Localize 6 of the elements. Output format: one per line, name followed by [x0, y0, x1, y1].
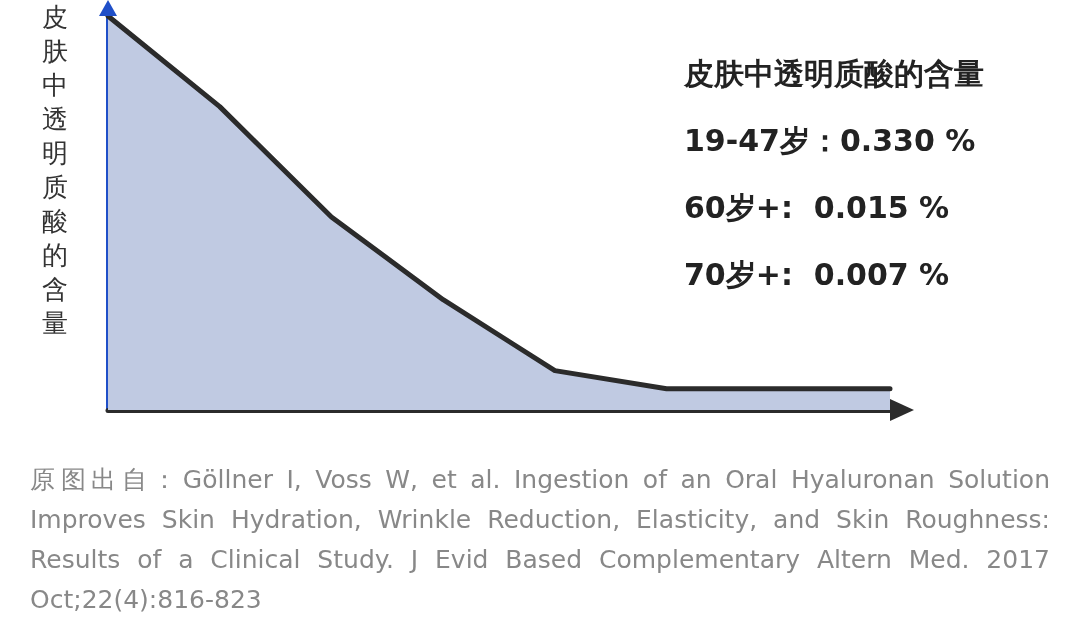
- annotation: 60岁+: 0.015 %: [684, 189, 951, 227]
- y-axis-title: 皮肤中透明质酸的含量: [684, 55, 984, 93]
- text: 原图出自：Göllner I, Voss W, et al. Ingestion of an Oral Hyaluronan Solution Improves Skin Hydration, Wrinkle Reduction, Elasticity, and Skin Roughness: Results of a Clinical Study. J Evid Based Complementary Altern Med. 2017 Oct;22(4):816-823: [30, 464, 1050, 616]
- annotation: 70岁+: 0.007 %: [684, 256, 951, 294]
- text: 皮肤中透明质酸的含量: [42, 2, 68, 338]
- annotation: 19-47岁：0.330 %: [684, 122, 977, 160]
